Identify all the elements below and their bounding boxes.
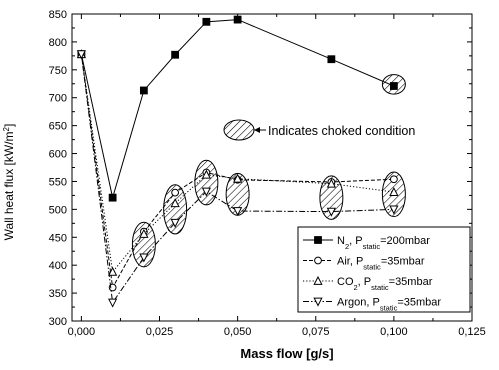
data-point: [326, 207, 336, 217]
series-line: [80, 54, 394, 304]
data-point: [327, 55, 336, 64]
legend-marker: [314, 256, 322, 265]
data-point: [233, 173, 243, 183]
x-tick-label: 0,050: [224, 326, 252, 338]
y-tick-label: 850: [49, 9, 67, 21]
data-point: [389, 186, 399, 196]
x-axis-title: Mass flow [g/s]: [240, 346, 333, 361]
choked-ellipse: [194, 159, 219, 206]
y-tick-label: 450: [49, 232, 67, 244]
axes-layer: 0,000 0,025 0,050 0,075 0,100 0,125 300 350 400 4…: [49, 9, 486, 338]
y-tick-label: 750: [49, 65, 67, 77]
data-point: [170, 218, 180, 228]
x-tick-label: 0,025: [146, 326, 174, 338]
legend-marker: [314, 236, 322, 244]
legend: N2, Pstatic=200mbar Air, Pstatic=35mbar CO…: [297, 226, 471, 313]
data-point: [171, 188, 180, 197]
legend-box: [297, 226, 471, 313]
y-tick-label: 300: [49, 316, 67, 328]
x-tick-label: 0,125: [458, 326, 486, 338]
choked-annotation: Indicates choked condition: [223, 119, 415, 141]
legend-label: N2, Pstatic=200mbar: [337, 235, 430, 251]
y-tick-label: 550: [49, 176, 67, 188]
y-axis-title: Wall heat flux [kW/m2]: [2, 124, 17, 241]
legend-item: N2, Pstatic=200mbar: [303, 235, 430, 251]
x-tick-label: 0,075: [302, 326, 330, 338]
choked-regions: [131, 74, 406, 268]
series-3: [76, 49, 399, 276]
y-tick-label: 700: [49, 93, 67, 105]
data-point: [76, 50, 86, 60]
x-tick-label: 0,100: [380, 326, 408, 338]
x-tick-label: 0,000: [68, 326, 96, 338]
y-tick-label: 400: [49, 260, 67, 272]
legend-label: CO2, Pstatic=35mbar: [337, 276, 433, 292]
y-tick-label: 650: [49, 121, 67, 133]
data-point: [201, 169, 211, 179]
series-4: [76, 50, 399, 308]
series-line: [80, 19, 395, 198]
data-point: [170, 198, 180, 208]
y-axis-title-end: ]: [2, 124, 16, 127]
legend-item: Air, Pstatic=35mbar: [303, 256, 425, 272]
legend-item: CO2, Pstatic=35mbar: [303, 275, 433, 292]
y-tick-label: 500: [49, 204, 67, 216]
series-layer: [76, 15, 399, 308]
data-point: [389, 175, 398, 184]
legend-label: Argon, Pstatic=35mbar: [337, 297, 441, 313]
data-point: [233, 207, 243, 217]
legend-marker: [313, 297, 323, 307]
data-point: [326, 178, 336, 188]
legend-label: Air, Pstatic=35mbar: [337, 256, 425, 272]
data-point: [139, 86, 148, 95]
data-point: [389, 205, 399, 215]
choked-ellipse: [163, 184, 188, 235]
y-axis-title-main: Wall heat flux [kW/m: [2, 131, 16, 240]
data-point: [108, 298, 118, 308]
y-tick-label: 350: [49, 288, 67, 300]
choked-ellipse: [319, 175, 344, 220]
series-line: [80, 54, 394, 290]
legend-item: Argon, Pstatic=35mbar: [303, 297, 441, 313]
annotation-text: Indicates choked condition: [268, 124, 415, 138]
data-point: [389, 82, 398, 90]
annotation-arrow-head: [254, 127, 260, 133]
data-point: [139, 253, 149, 263]
data-point: [108, 266, 118, 276]
data-point: [108, 193, 117, 202]
data-point: [202, 17, 211, 26]
y-tick-label: 800: [49, 37, 67, 49]
legend-marker: [313, 275, 323, 285]
y-axis-title-sup: 2: [2, 126, 11, 131]
data-point: [201, 187, 211, 197]
data-point: [171, 50, 180, 59]
annotation-ellipse: [223, 119, 255, 141]
series-line: [80, 54, 394, 274]
data-point: [139, 228, 149, 238]
y-tick-label: 600: [49, 149, 67, 161]
